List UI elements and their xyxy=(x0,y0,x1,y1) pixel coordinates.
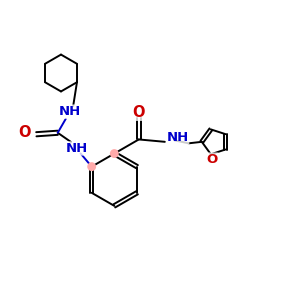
Text: NH: NH xyxy=(59,105,81,118)
Text: O: O xyxy=(207,153,218,166)
Circle shape xyxy=(110,149,119,158)
Text: NH: NH xyxy=(167,131,189,144)
Text: NH: NH xyxy=(65,142,88,155)
Circle shape xyxy=(87,162,96,171)
Text: O: O xyxy=(133,105,145,120)
Text: O: O xyxy=(19,125,31,140)
